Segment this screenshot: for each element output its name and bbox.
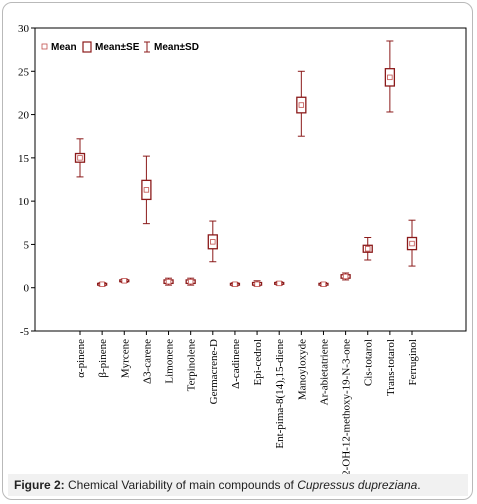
category-box-group bbox=[406, 219, 418, 267]
x-category-label: Terpinolene bbox=[186, 339, 198, 391]
y-tick-label: 15 bbox=[18, 153, 30, 165]
category-box-group bbox=[74, 138, 86, 178]
x-category-label: Ar-abietatriene bbox=[318, 339, 330, 405]
legend-label-sd: Mean±SD bbox=[154, 42, 199, 53]
figure-caption: Figure 2: Chemical Variability of main c… bbox=[8, 474, 468, 496]
category-box-group bbox=[274, 280, 285, 287]
plot-area-border bbox=[34, 27, 467, 332]
category-box-group bbox=[96, 281, 108, 287]
y-tick-label: -5 bbox=[20, 326, 30, 338]
mean-marker bbox=[409, 240, 415, 247]
mean-marker bbox=[99, 281, 105, 287]
category-box-group bbox=[251, 280, 263, 287]
caption-end: . bbox=[417, 478, 421, 492]
mean-marker bbox=[77, 155, 83, 161]
category-box-group bbox=[119, 278, 130, 284]
mean-marker bbox=[143, 187, 150, 193]
caption-label: Figure 2: bbox=[14, 478, 65, 492]
y-tick-label: 0 bbox=[24, 283, 30, 295]
caption-species: Cupressus dupreziana bbox=[297, 478, 418, 492]
x-category-label: Trans-totarol bbox=[385, 339, 397, 396]
category-box-group bbox=[296, 70, 307, 137]
category-box-group bbox=[207, 220, 218, 263]
mean-marker bbox=[232, 281, 238, 287]
mean-marker bbox=[365, 246, 371, 252]
plot-marks bbox=[74, 40, 418, 287]
category-box-group bbox=[362, 237, 373, 261]
legend-label-se: Mean±SE bbox=[95, 42, 140, 53]
x-category-label: Epi-cedrol bbox=[252, 339, 264, 385]
x-category-label: Germacrene-D bbox=[208, 339, 220, 404]
mean-marker bbox=[121, 278, 127, 284]
legend-mean-marker bbox=[41, 43, 48, 50]
category-box-group bbox=[229, 281, 241, 287]
mean-marker bbox=[165, 278, 172, 285]
x-category-label: Manoyloxyde bbox=[296, 339, 308, 400]
x-category-label: β-pinene bbox=[97, 339, 109, 378]
x-category-label: α-pinene bbox=[75, 339, 87, 378]
mean-marker bbox=[254, 281, 260, 287]
mean-marker bbox=[387, 74, 393, 81]
x-category-label: Ent-pima-8(14),15-diene bbox=[274, 339, 286, 449]
y-tick-label: 30 bbox=[18, 23, 30, 35]
x-category-label: 2-OH-12-methoxy-19-N-3-one bbox=[341, 339, 353, 476]
caption-text: Chemical Variability of main compounds o… bbox=[64, 478, 298, 492]
mean-marker bbox=[187, 278, 194, 285]
y-tick-label: 10 bbox=[18, 196, 30, 208]
category-box-group bbox=[185, 277, 196, 286]
y-tick-label: 20 bbox=[18, 110, 30, 122]
category-box-group bbox=[340, 272, 351, 281]
mean-marker bbox=[210, 239, 216, 245]
x-category-label: Myrcene bbox=[119, 339, 131, 378]
category-box-group bbox=[163, 277, 174, 286]
x-category-label: Limonene bbox=[164, 339, 176, 384]
plot-axes: -5 0 5 10 15 20 25 30 α-pinene β-pinene Myrcene Δ3-… bbox=[18, 23, 467, 476]
legend: Mean Mean±SE Mean±SD bbox=[41, 41, 199, 53]
mean-marker bbox=[320, 281, 327, 287]
category-box-group bbox=[318, 281, 329, 287]
y-tick-label: 5 bbox=[24, 239, 30, 251]
x-category-label: Ferruginol bbox=[407, 339, 419, 385]
y-tick-label: 25 bbox=[18, 66, 30, 78]
category-box-group bbox=[384, 40, 396, 113]
x-category-label: Cis-totarol bbox=[363, 339, 375, 386]
mean-marker bbox=[276, 280, 282, 287]
mean-marker bbox=[298, 102, 305, 108]
legend-label-mean: Mean bbox=[51, 42, 77, 53]
category-box-group bbox=[141, 155, 152, 225]
x-category-label: Δ-cadinene bbox=[230, 339, 242, 389]
legend-se-box bbox=[82, 41, 92, 53]
mean-marker bbox=[342, 273, 349, 280]
x-category-label: Δ3-carene bbox=[141, 339, 153, 384]
